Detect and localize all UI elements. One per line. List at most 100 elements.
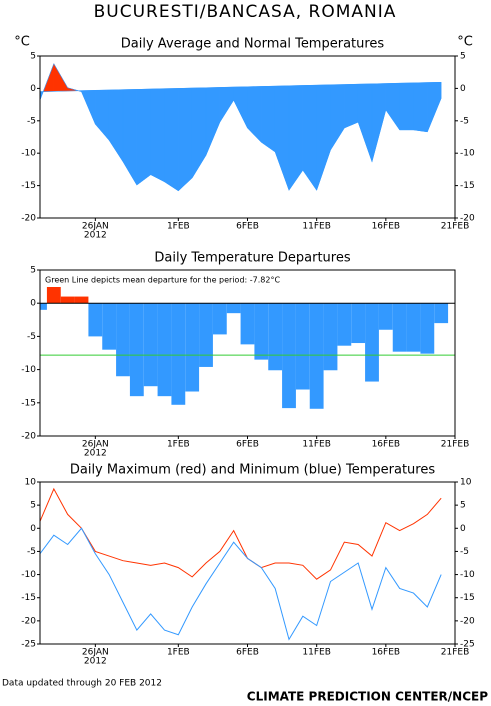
x-tick-label: 26JAN <box>82 648 109 658</box>
departure-fill <box>302 84 317 191</box>
bar <box>88 303 103 337</box>
y-tick-label: -25 <box>21 640 36 650</box>
bar <box>171 303 186 405</box>
plot-frame <box>39 55 456 219</box>
y-tick-label: 5 <box>30 52 36 62</box>
plot-frame <box>39 269 456 437</box>
y-tick-label: -5 <box>27 332 36 342</box>
y-tick-label: -10 <box>21 149 36 159</box>
departure-fill <box>399 82 414 131</box>
bar <box>226 303 241 314</box>
y-tick-label: -10 <box>21 365 36 375</box>
x-tick-label: 26JAN <box>82 222 109 232</box>
departure-fill <box>371 83 387 162</box>
x-tick-label: 6FEB <box>236 648 259 658</box>
y-tick-label: 0 <box>30 299 36 309</box>
x-tick-label: 1FEB <box>167 440 190 450</box>
bar <box>309 303 324 409</box>
bar <box>143 303 158 387</box>
y2-tick-label: -10 <box>460 149 475 159</box>
bar <box>40 303 47 310</box>
departure-fill <box>413 82 428 133</box>
departure-fill <box>164 88 179 192</box>
departure-fill <box>344 83 359 129</box>
x-year-label: 2012 <box>84 657 107 667</box>
normal-line <box>40 81 442 92</box>
departure-fill <box>316 84 331 191</box>
x-tick-label: 16FEB <box>372 648 401 658</box>
y-tick-label: -20 <box>21 214 36 224</box>
y-label: °C <box>14 35 30 50</box>
bar <box>406 303 421 352</box>
x-tick-label: 1FEB <box>167 648 190 658</box>
departure-fill <box>330 84 345 151</box>
y2-tick-label: 10 <box>460 478 472 488</box>
y2-tick-label: -5 <box>460 116 469 126</box>
departure-fill <box>288 85 304 191</box>
y2-tick-label: -25 <box>460 640 475 650</box>
y2-tick-label: -20 <box>460 214 475 224</box>
bar <box>60 296 75 304</box>
departure-fill <box>357 83 373 162</box>
y-tick-label: -15 <box>21 181 36 191</box>
bar <box>157 303 172 397</box>
bar <box>282 303 296 409</box>
y-tick-label: -15 <box>21 398 36 408</box>
bar <box>295 303 310 390</box>
departure-fill <box>233 86 248 129</box>
x-year-label: 2012 <box>84 231 107 241</box>
departure-fill <box>219 86 234 123</box>
bar <box>185 303 200 392</box>
bar <box>392 303 407 352</box>
y2-tick-label: -5 <box>460 547 469 557</box>
y-tick-label: 0 <box>30 524 36 534</box>
x-tick-label: 6FEB <box>236 222 259 232</box>
y2-tick-label: -15 <box>460 181 475 191</box>
x-tick-label: 1FEB <box>167 222 190 232</box>
y-tick-label: -20 <box>21 432 36 442</box>
page-title: BUCURESTI/BANCASA, ROMANIA <box>94 2 397 22</box>
temperature-line <box>40 487 442 580</box>
departure-fill <box>247 86 262 143</box>
update-note: Data updated through 20 FEB 2012 <box>2 679 162 689</box>
x-tick-label: 11FEB <box>302 440 331 450</box>
y-tick-label: 5 <box>30 266 36 276</box>
plot-area: Green Line depicts mean departure for th… <box>40 273 455 409</box>
y-tick-label: -10 <box>21 570 36 580</box>
average-line <box>40 63 442 192</box>
departure-fill <box>136 88 151 186</box>
x-tick-label: 11FEB <box>302 222 331 232</box>
departure-fill <box>122 89 138 186</box>
y2-tick-label: -10 <box>460 570 475 580</box>
panel-title: Daily Average and Normal Temperatures <box>121 37 385 52</box>
y2-label: °C <box>457 35 473 50</box>
bar <box>351 303 366 344</box>
y-tick-label: 0 <box>30 84 36 94</box>
bar <box>212 303 227 335</box>
x-year-label: 2012 <box>84 449 107 459</box>
departure-fill <box>274 85 290 191</box>
x-tick-label: 16FEB <box>372 222 401 232</box>
y-tick-label: 5 <box>30 501 36 511</box>
temperature-line <box>40 527 442 641</box>
annotation: Green Line depicts mean departure for th… <box>45 276 280 285</box>
credit: CLIMATE PREDICTION CENTER/NCEP <box>247 690 488 704</box>
departure-fill <box>191 87 207 179</box>
y-tick-label: -20 <box>21 616 36 626</box>
panel-title: Daily Maximum (red) and Minimum (blue) T… <box>70 463 435 478</box>
departure-fill <box>178 87 193 192</box>
x-tick-label: 21FEB <box>441 440 470 450</box>
departure-fill <box>205 87 221 156</box>
bar <box>434 303 449 324</box>
bar <box>74 296 89 304</box>
x-tick-label: 21FEB <box>441 222 470 232</box>
y-tick-label: 10 <box>25 478 37 488</box>
x-tick-label: 16FEB <box>372 440 401 450</box>
x-tick-label: 26JAN <box>82 440 109 450</box>
departure-fill <box>261 85 276 153</box>
y2-tick-label: -20 <box>460 616 475 626</box>
departure-fill <box>385 82 400 131</box>
bar <box>199 303 213 367</box>
y-tick-label: -15 <box>21 593 36 603</box>
departure-fill <box>427 81 442 132</box>
